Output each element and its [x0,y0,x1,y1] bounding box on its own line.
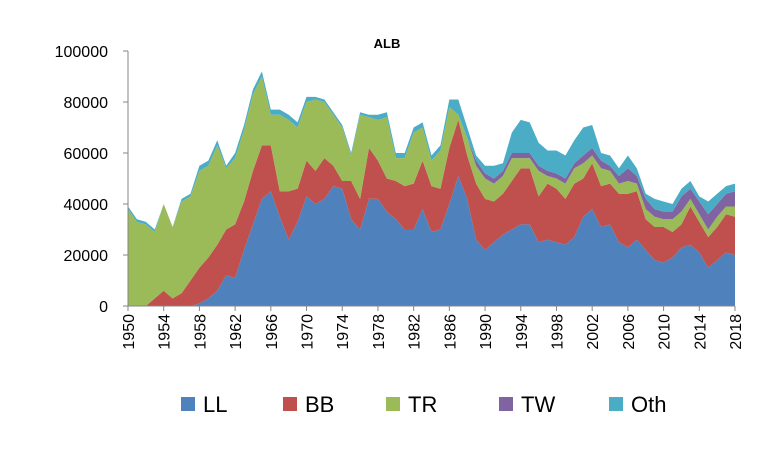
legend-swatch-ll [181,397,195,411]
area-ll [128,175,735,306]
x-tick-label: 2006 [621,314,638,350]
x-tick-label: 1978 [371,314,388,350]
area-bb [128,119,735,306]
x-tick-label: 1974 [335,314,352,350]
y-tick-label: 40000 [64,197,109,214]
x-tick-label: 1950 [121,314,138,350]
area-series-group [128,71,735,306]
x-tick-label: 1966 [264,314,281,350]
y-tick-label: 0 [99,299,108,316]
legend-label-bb: BB [305,392,334,417]
x-tick-label: 2010 [657,314,674,350]
x-tick-label: 1962 [228,314,245,350]
y-tick-label: 80000 [64,95,109,112]
x-axis-tick-labels: 1950 1954 1958 1962 1966 1970 1974 1978 1982 1986… [121,314,745,350]
area-tr [128,76,735,306]
area-tw [128,76,735,233]
legend-swatch-tr [386,397,400,411]
legend-label-oth: Oth [631,392,666,417]
legend: LL BB TR TW Oth [181,392,666,417]
chart-title: ALB [374,36,401,51]
legend-swatch-oth [609,397,623,411]
legend-swatch-tw [499,397,513,411]
y-tick-label: 100000 [55,44,108,61]
y-tick-label: 20000 [64,248,109,265]
legend-label-ll: LL [203,392,227,417]
x-tick-label: 2002 [585,314,602,350]
x-tick-label: 1998 [549,314,566,350]
x-tick-label: 1986 [442,314,459,350]
x-tick-label: 1958 [192,314,209,350]
legend-label-tw: TW [521,392,555,417]
x-tick-label: 1954 [157,314,174,350]
x-tick-label: 1982 [407,314,424,350]
legend-label-tr: TR [408,392,437,417]
area-oth [128,71,735,233]
x-tick-label: 2014 [692,314,709,350]
x-tick-label: 1970 [300,314,317,350]
legend-swatch-bb [283,397,297,411]
axes [123,50,736,311]
x-tick-label: 2018 [728,314,745,350]
x-tick-label: 1990 [478,314,495,350]
y-axis-tick-labels: 0 20000 40000 60000 80000 100000 [55,44,108,316]
y-tick-label: 60000 [64,146,109,163]
x-tick-label: 1994 [514,314,531,350]
